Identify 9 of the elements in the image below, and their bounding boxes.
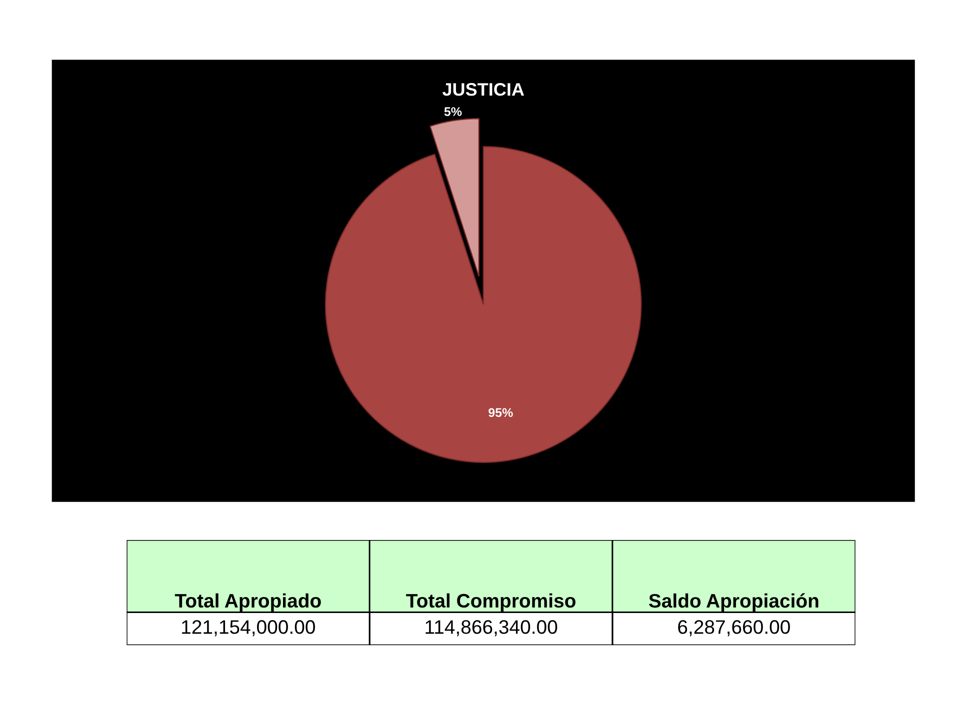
data-label: 5% [444, 107, 462, 116]
category-label: Total Apropiado [174, 593, 321, 612]
category-label: Saldo Apropiación [648, 593, 818, 612]
data-label: 121,154,000.00 [182, 620, 315, 636]
data-label: 95% [488, 408, 513, 417]
chart-title: JUSTICIA [442, 83, 524, 96]
category-label: Total Compromiso [406, 593, 576, 612]
data-label: 114,866,340.00 [426, 620, 558, 636]
data-label: 6,287,660.00 [678, 620, 790, 636]
